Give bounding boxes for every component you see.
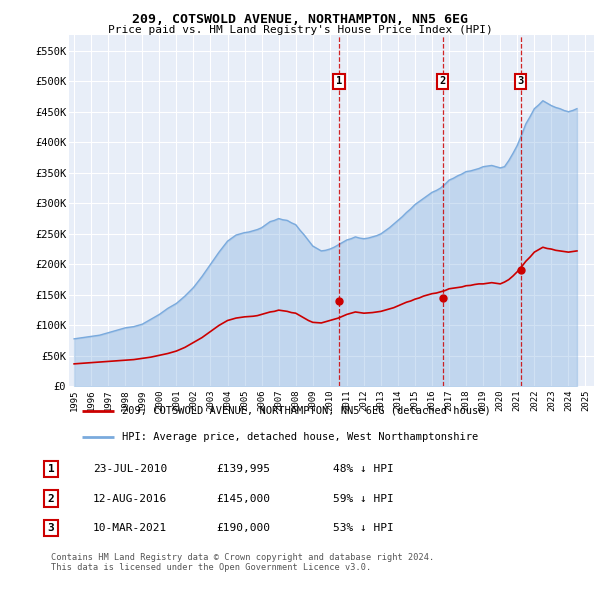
Text: 10-MAR-2021: 10-MAR-2021 (93, 523, 167, 533)
Text: Contains HM Land Registry data © Crown copyright and database right 2024.: Contains HM Land Registry data © Crown c… (51, 553, 434, 562)
Text: 2: 2 (47, 494, 55, 503)
Text: 209, COTSWOLD AVENUE, NORTHAMPTON, NN5 6EG (detached house): 209, COTSWOLD AVENUE, NORTHAMPTON, NN5 6… (121, 406, 490, 416)
Text: 59% ↓ HPI: 59% ↓ HPI (333, 494, 394, 503)
Text: 209, COTSWOLD AVENUE, NORTHAMPTON, NN5 6EG: 209, COTSWOLD AVENUE, NORTHAMPTON, NN5 6… (132, 13, 468, 26)
Text: 12-AUG-2016: 12-AUG-2016 (93, 494, 167, 503)
Text: 1: 1 (336, 76, 342, 86)
Text: £145,000: £145,000 (216, 494, 270, 503)
Text: Price paid vs. HM Land Registry's House Price Index (HPI): Price paid vs. HM Land Registry's House … (107, 25, 493, 35)
Text: £139,995: £139,995 (216, 464, 270, 474)
Text: This data is licensed under the Open Government Licence v3.0.: This data is licensed under the Open Gov… (51, 563, 371, 572)
Text: HPI: Average price, detached house, West Northamptonshire: HPI: Average price, detached house, West… (121, 432, 478, 442)
Text: 3: 3 (517, 76, 524, 86)
Text: 48% ↓ HPI: 48% ↓ HPI (333, 464, 394, 474)
Text: 2: 2 (440, 76, 446, 86)
Text: 23-JUL-2010: 23-JUL-2010 (93, 464, 167, 474)
Text: 53% ↓ HPI: 53% ↓ HPI (333, 523, 394, 533)
Text: 1: 1 (47, 464, 55, 474)
Text: £190,000: £190,000 (216, 523, 270, 533)
Text: 3: 3 (47, 523, 55, 533)
